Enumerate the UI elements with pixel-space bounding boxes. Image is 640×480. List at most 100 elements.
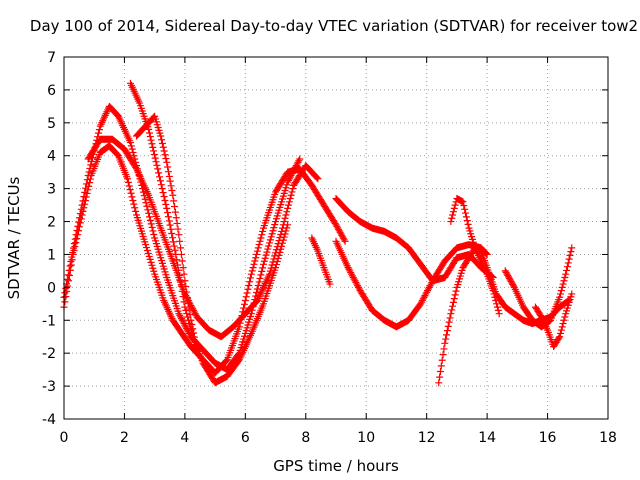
data-point: [268, 230, 276, 238]
data-point: [77, 205, 85, 213]
data-point: [72, 231, 80, 239]
data-point: [162, 155, 170, 163]
data-point: [537, 312, 545, 320]
data-point: [161, 196, 169, 204]
data-point: [127, 142, 135, 150]
data-point: [171, 208, 179, 216]
data-point: [285, 198, 293, 206]
data-point: [258, 267, 266, 275]
data-point: [76, 210, 84, 218]
data-point: [95, 126, 103, 134]
data-point: [452, 287, 460, 295]
data-point: [87, 161, 95, 169]
data-point: [169, 234, 177, 242]
data-point: [132, 163, 140, 171]
data-point: [144, 249, 152, 257]
data-point: [183, 310, 191, 318]
data-point: [314, 175, 322, 183]
data-point: [435, 379, 443, 387]
y-tick-label: -3: [42, 379, 56, 395]
data-point: [326, 280, 334, 288]
data-point: [464, 220, 472, 228]
data-point: [86, 175, 94, 183]
data-point: [447, 310, 455, 318]
data-point: [144, 206, 152, 214]
data-point: [284, 204, 292, 212]
data-point: [164, 213, 172, 221]
data-point: [84, 171, 92, 179]
data-point: [165, 217, 173, 225]
data-point: [165, 172, 173, 180]
data-point: [448, 214, 456, 222]
y-tick-label: 1: [47, 247, 56, 263]
data-point: [556, 333, 564, 341]
data-point: [251, 257, 259, 265]
data-point: [287, 171, 295, 179]
data-point: [188, 321, 196, 329]
data-point: [274, 254, 282, 262]
data-point: [556, 293, 564, 301]
data-point: [168, 187, 176, 195]
data-point: [253, 247, 261, 255]
data-point: [347, 269, 355, 277]
data-point: [267, 233, 275, 241]
data-point: [193, 346, 201, 354]
data-point: [449, 298, 457, 306]
data-point: [64, 271, 72, 279]
data-point: [170, 242, 178, 250]
data-point: [493, 300, 501, 308]
data-point: [82, 184, 90, 192]
data-point: [283, 208, 291, 216]
data-point: [159, 189, 167, 197]
data-point: [462, 209, 470, 217]
data-point: [266, 270, 274, 278]
data-point: [354, 283, 362, 291]
data-point: [166, 177, 174, 185]
data-point: [424, 285, 432, 293]
data-point: [334, 224, 342, 232]
data-point: [145, 252, 153, 260]
data-point: [449, 211, 457, 219]
data-point: [424, 287, 432, 295]
data-point: [68, 253, 76, 261]
data-point: [249, 264, 257, 272]
data-point: [264, 245, 272, 253]
data-point: [243, 289, 251, 297]
data-point: [149, 143, 157, 151]
data-point: [158, 136, 166, 144]
data-point: [559, 320, 567, 328]
data-point: [451, 201, 459, 209]
data-point: [163, 204, 171, 212]
data-point: [247, 274, 255, 282]
data-point: [73, 226, 81, 234]
data-point: [448, 306, 456, 314]
data-point: [253, 250, 261, 258]
data-point: [507, 277, 515, 285]
data-point: [80, 193, 88, 201]
data-point: [451, 291, 459, 299]
data-point: [509, 282, 517, 290]
data-point: [505, 274, 513, 282]
data-point: [254, 281, 262, 289]
data-point: [178, 287, 186, 295]
data-point: [169, 191, 177, 199]
data-point: [278, 242, 286, 250]
data-point: [292, 162, 300, 170]
y-axis-label: SDTVAR / TECUs: [5, 176, 23, 299]
data-point: [69, 249, 77, 257]
y-tick-label: 0: [47, 280, 56, 296]
data-point: [129, 196, 137, 204]
data-point: [463, 217, 471, 225]
data-point: [182, 282, 190, 290]
data-point: [179, 318, 187, 326]
data-point: [445, 318, 453, 326]
data-point: [284, 221, 292, 229]
data-point: [508, 279, 516, 287]
data-point: [502, 268, 510, 276]
data-point: [95, 129, 103, 137]
y-tick-label: -4: [42, 412, 56, 428]
data-point: [150, 147, 158, 155]
data-point: [65, 266, 73, 274]
